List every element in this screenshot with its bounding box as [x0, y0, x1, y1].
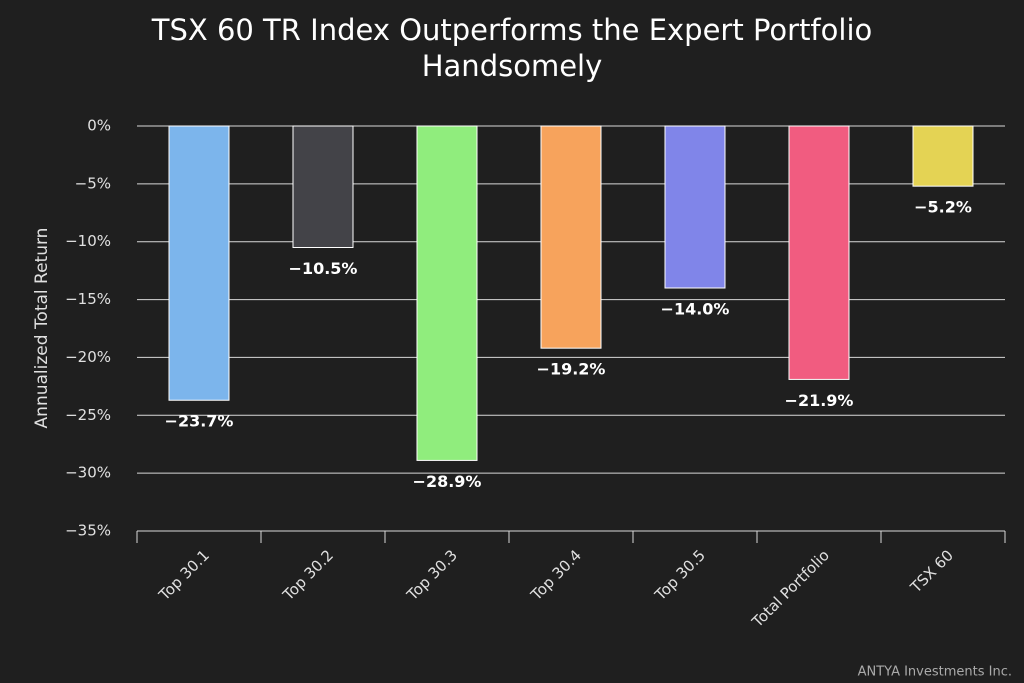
credit: ANTYA Investments Inc. — [858, 665, 1012, 680]
y-tick-label: −10% — [65, 232, 111, 250]
value-label: −14.0% — [661, 300, 730, 319]
x-tick-label: Top 30.2 — [279, 546, 337, 604]
bar — [416, 125, 478, 461]
bar — [168, 125, 230, 401]
x-tick-label: Total Portfolio — [748, 546, 833, 631]
x-tick-label: Top 30.3 — [403, 546, 461, 604]
bar — [540, 125, 602, 349]
value-label: −21.9% — [785, 391, 854, 410]
y-tick-label: −15% — [65, 290, 111, 308]
bar — [664, 125, 726, 289]
chart-title: TSX 60 TR Index Outperforms the Expert P… — [151, 13, 873, 83]
value-label: −19.2% — [537, 360, 606, 379]
y-axis-title: Annualized Total Return — [32, 228, 52, 429]
y-tick-label: −20% — [65, 348, 111, 366]
y-tick-label: −30% — [65, 464, 111, 482]
bar — [788, 125, 850, 380]
x-tick-label: Top 30.4 — [527, 546, 585, 604]
y-tick-label: −35% — [65, 522, 111, 540]
bar — [292, 125, 354, 248]
y-tick-label: −5% — [75, 174, 111, 192]
x-tick-label: Top 30.1 — [155, 546, 213, 604]
x-tick-label: Top 30.5 — [651, 546, 709, 604]
value-label: −28.9% — [413, 472, 482, 491]
value-label: −5.2% — [914, 198, 972, 217]
value-label: −10.5% — [289, 259, 358, 278]
y-tick-label: −25% — [65, 406, 111, 424]
bar — [912, 125, 974, 187]
value-label: −23.7% — [165, 412, 234, 431]
x-tick-label: TSX 60 — [906, 546, 957, 597]
y-tick-label: 0% — [87, 117, 111, 135]
